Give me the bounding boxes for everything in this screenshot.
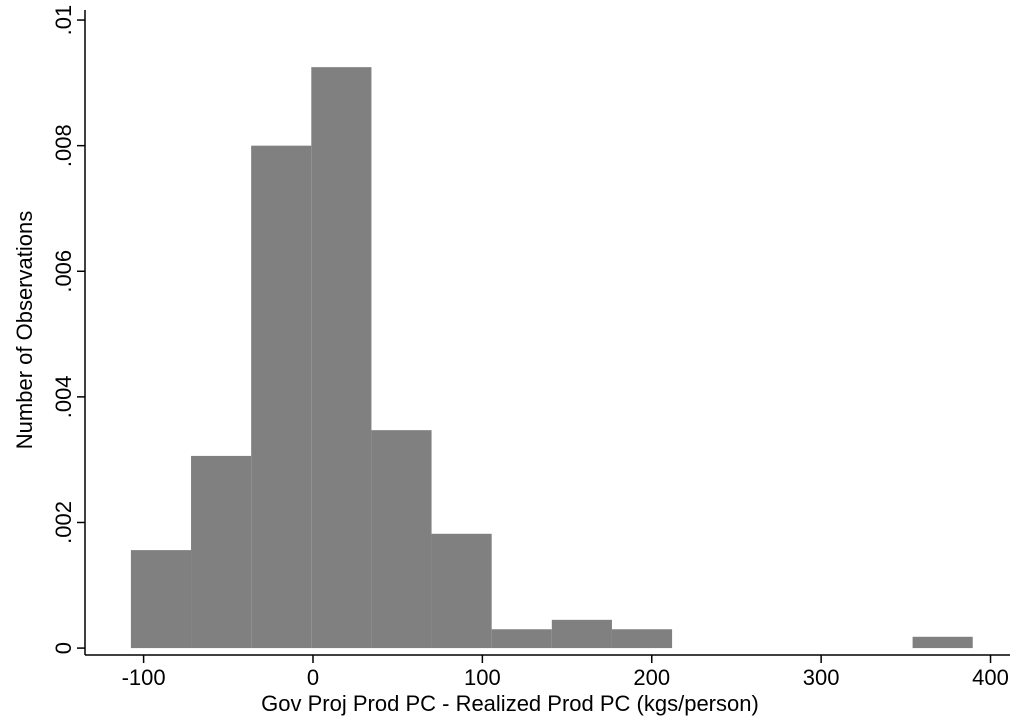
bar <box>371 430 432 649</box>
bar <box>912 636 973 649</box>
bar <box>551 619 612 649</box>
y-axis-label: Number of Observations <box>12 211 37 449</box>
y-tick-label: .008 <box>51 124 76 167</box>
x-tick-label: 100 <box>464 665 501 690</box>
x-tick-label: 200 <box>633 665 670 690</box>
bar <box>251 145 312 649</box>
x-tick-label: 300 <box>803 665 840 690</box>
y-tick-label: .002 <box>51 501 76 544</box>
x-tick-label: 400 <box>972 665 1009 690</box>
y-tick-label: .01 <box>51 5 76 36</box>
bar <box>311 67 372 649</box>
x-axis-label: Gov Proj Prod PC - Realized Prod PC (kgs… <box>261 691 759 716</box>
bar <box>191 455 252 649</box>
y-tick-label: .006 <box>51 250 76 293</box>
bar <box>130 550 192 649</box>
bar <box>431 533 492 649</box>
y-tick-label: .004 <box>51 375 76 418</box>
bar <box>611 629 673 649</box>
y-tick-label: 0 <box>51 642 76 654</box>
x-tick-label: -100 <box>122 665 166 690</box>
x-tick-label: 0 <box>307 665 319 690</box>
bar <box>491 629 552 649</box>
